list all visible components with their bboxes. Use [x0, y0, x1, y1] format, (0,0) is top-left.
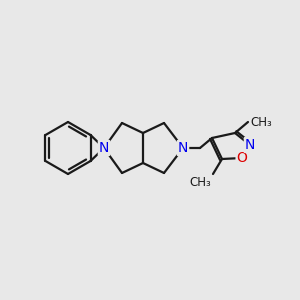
Text: O: O: [237, 151, 248, 165]
Text: CH₃: CH₃: [250, 116, 272, 128]
Text: N: N: [99, 141, 109, 155]
Text: N: N: [245, 138, 255, 152]
Text: N: N: [178, 141, 188, 155]
Text: CH₃: CH₃: [189, 176, 211, 189]
